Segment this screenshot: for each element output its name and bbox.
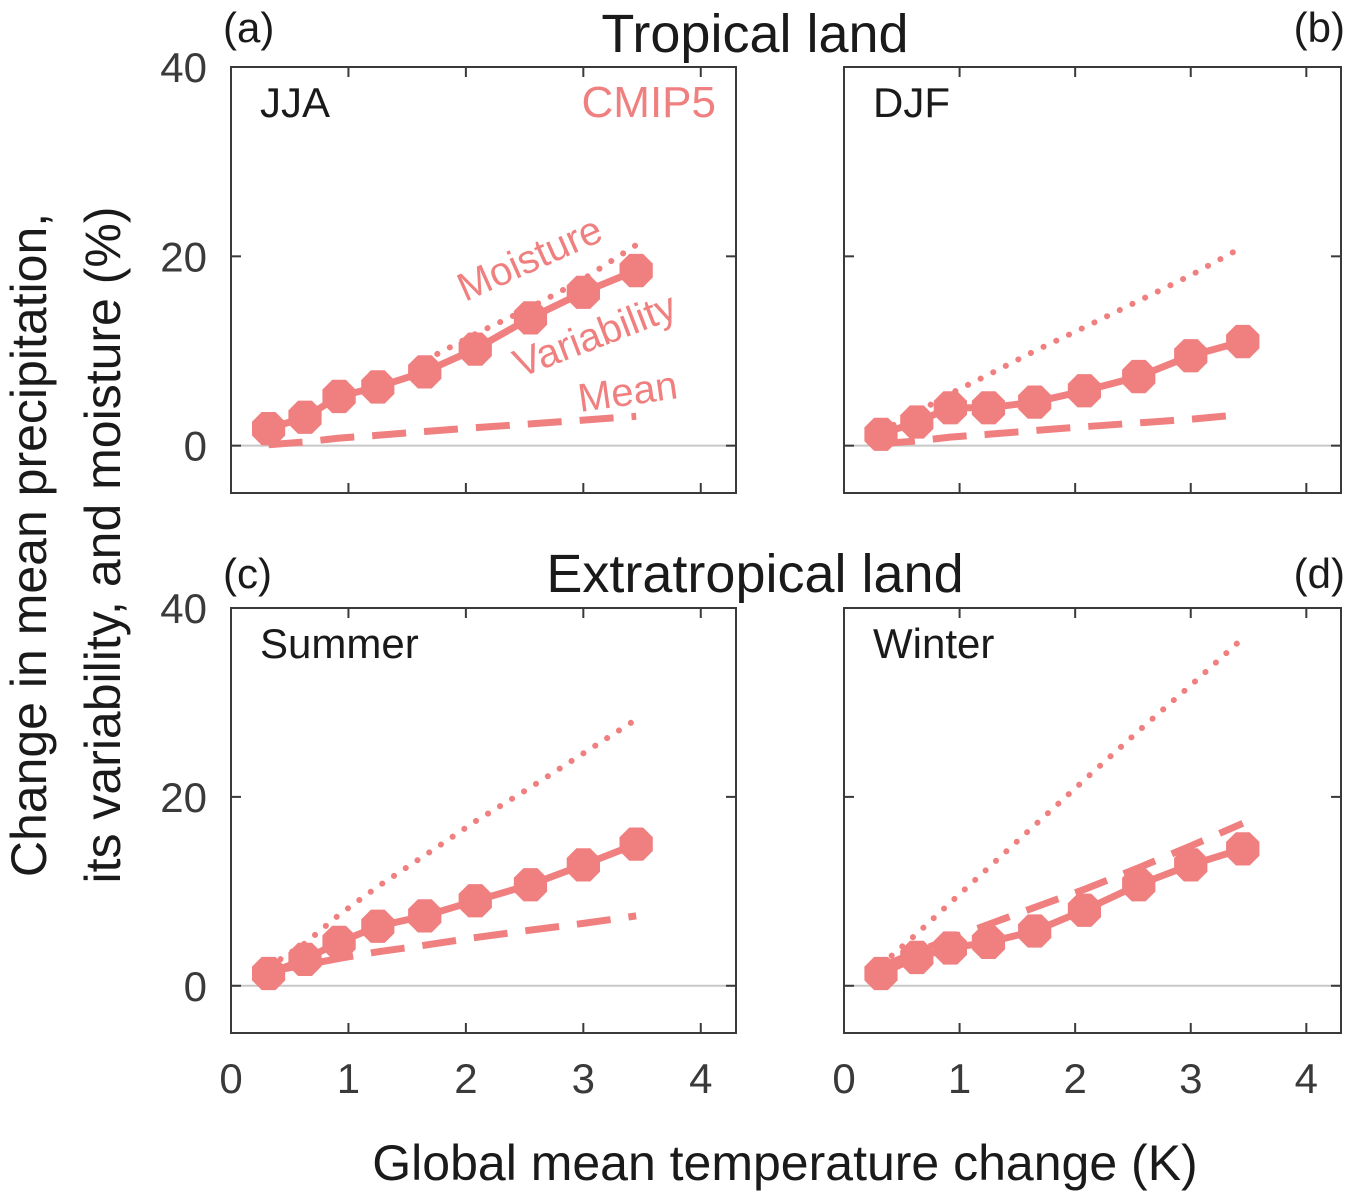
panel-a-ytick-label: 0 bbox=[184, 423, 207, 470]
season-label-djf: DJF bbox=[873, 79, 950, 126]
panel-c-ytick-label: 0 bbox=[184, 963, 207, 1010]
panel-c-variability-point-0 bbox=[252, 956, 286, 991]
panel-b-frame bbox=[843, 66, 1342, 494]
panel-b-variability-point-5 bbox=[1067, 374, 1101, 408]
annotation-mean: Mean bbox=[575, 363, 680, 420]
panel-d-xtick-label: 0 bbox=[832, 1055, 855, 1102]
model-label: CMIP5 bbox=[582, 78, 716, 127]
panel-letter-a: (a) bbox=[223, 4, 274, 51]
panel-d-variability-point-5 bbox=[1067, 893, 1101, 927]
panel-c-variability-point-1 bbox=[288, 942, 322, 976]
panel-a-variability-point-3 bbox=[361, 370, 395, 404]
panel-d-frame bbox=[843, 607, 1342, 1034]
panel-d-variability-point-8 bbox=[1226, 832, 1260, 866]
panel-c-xtick-label: 0 bbox=[219, 1055, 242, 1102]
panel-c-variability-point-5 bbox=[458, 884, 492, 918]
panel-d-moisture-line bbox=[878, 635, 1246, 968]
panel-a-variability-point-6 bbox=[513, 301, 548, 335]
panel-letter-b: (b) bbox=[1294, 4, 1345, 51]
panel-a-variability-point-0 bbox=[252, 412, 286, 446]
panel-c-moisture-line bbox=[265, 716, 640, 970]
season-label-winter: Winter bbox=[873, 620, 994, 667]
panel-c-ytick-label: 20 bbox=[160, 774, 207, 821]
row-title-extratropical: Extratropical land bbox=[546, 544, 963, 604]
panel-a-variability-point-7 bbox=[566, 275, 600, 309]
panel-c-xtick-label: 4 bbox=[689, 1055, 712, 1102]
panel-a-variability-point-1 bbox=[288, 400, 322, 434]
panel-b-variability-point-8 bbox=[1226, 324, 1260, 359]
panel-b-variability-point-2 bbox=[933, 391, 967, 425]
panel-a-variability-point-2 bbox=[322, 379, 356, 414]
season-label-jja: JJA bbox=[260, 79, 330, 126]
panel-b-variability-point-1 bbox=[900, 405, 934, 439]
panel-a-ytick-label: 20 bbox=[160, 233, 207, 280]
panel-d-variability-point-7 bbox=[1174, 848, 1208, 882]
panel-a-mean-line bbox=[268, 412, 637, 449]
panel-b-tropical-djf bbox=[843, 66, 1342, 494]
panel-a-moisture-line bbox=[421, 242, 640, 364]
panel-a-variability-point-5 bbox=[458, 332, 492, 366]
panel-a-variability-point-8 bbox=[619, 253, 653, 288]
panel-c-xtick-label: 3 bbox=[572, 1055, 595, 1102]
panel-d-variability-point-1 bbox=[900, 940, 934, 975]
panel-d-xtick-label: 2 bbox=[1063, 1055, 1086, 1102]
panel-d-extratropical-winter: 0 1 2 3 4 bbox=[832, 607, 1342, 1102]
panel-d-xtick-label: 3 bbox=[1179, 1055, 1202, 1102]
y-axis-title: Change in mean precipitation, its variab… bbox=[1, 206, 131, 883]
panel-d-variability-point-3 bbox=[971, 925, 1006, 959]
panel-d-variability-point-6 bbox=[1122, 868, 1156, 902]
panel-c-mean-line bbox=[267, 912, 637, 976]
panel-a-tropical-jja: 0 20 40 bbox=[160, 44, 737, 494]
panel-a-ytick-label: 40 bbox=[160, 44, 207, 91]
y-axis-title-line-2: its variability, and moisture (%) bbox=[75, 206, 131, 883]
panel-c-xtick-label: 1 bbox=[337, 1055, 360, 1102]
panel-b-mean-line bbox=[880, 410, 1244, 448]
row-title-tropical: Tropical land bbox=[601, 4, 908, 64]
panel-c-frame bbox=[230, 607, 737, 1034]
panel-b-variability-point-7 bbox=[1174, 339, 1208, 373]
panel-a-variability-point-4 bbox=[408, 355, 442, 389]
panel-letter-c: (c) bbox=[223, 550, 272, 597]
panel-d-variability-point-4 bbox=[1018, 914, 1052, 948]
panel-c-variability-point-7 bbox=[566, 848, 600, 882]
panel-d-xtick-label: 4 bbox=[1295, 1055, 1318, 1102]
panel-b-variability-point-6 bbox=[1122, 359, 1156, 394]
y-axis-title-line-1: Change in mean precipitation, bbox=[1, 213, 57, 877]
panel-c-variability-point-4 bbox=[408, 899, 442, 933]
panel-c-variability-point-8 bbox=[619, 827, 653, 861]
panel-c-variability-point-2 bbox=[322, 925, 356, 959]
panel-b-variability-point-3 bbox=[971, 391, 1006, 425]
panel-d-xtick-label: 1 bbox=[948, 1055, 971, 1102]
panel-d-mean-line bbox=[879, 820, 1245, 971]
panel-c-ytick-label: 40 bbox=[160, 585, 207, 632]
panel-c-xtick-label: 2 bbox=[454, 1055, 477, 1102]
x-axis-title: Global mean temperature change (K) bbox=[372, 1135, 1197, 1191]
panel-c-variability-point-3 bbox=[361, 909, 395, 943]
panel-c-variability-point-6 bbox=[513, 868, 548, 902]
panel-letter-d: (d) bbox=[1294, 550, 1345, 597]
panel-b-variability-point-4 bbox=[1018, 385, 1052, 419]
season-label-summer: Summer bbox=[260, 620, 419, 667]
panel-a-frame bbox=[230, 66, 737, 494]
